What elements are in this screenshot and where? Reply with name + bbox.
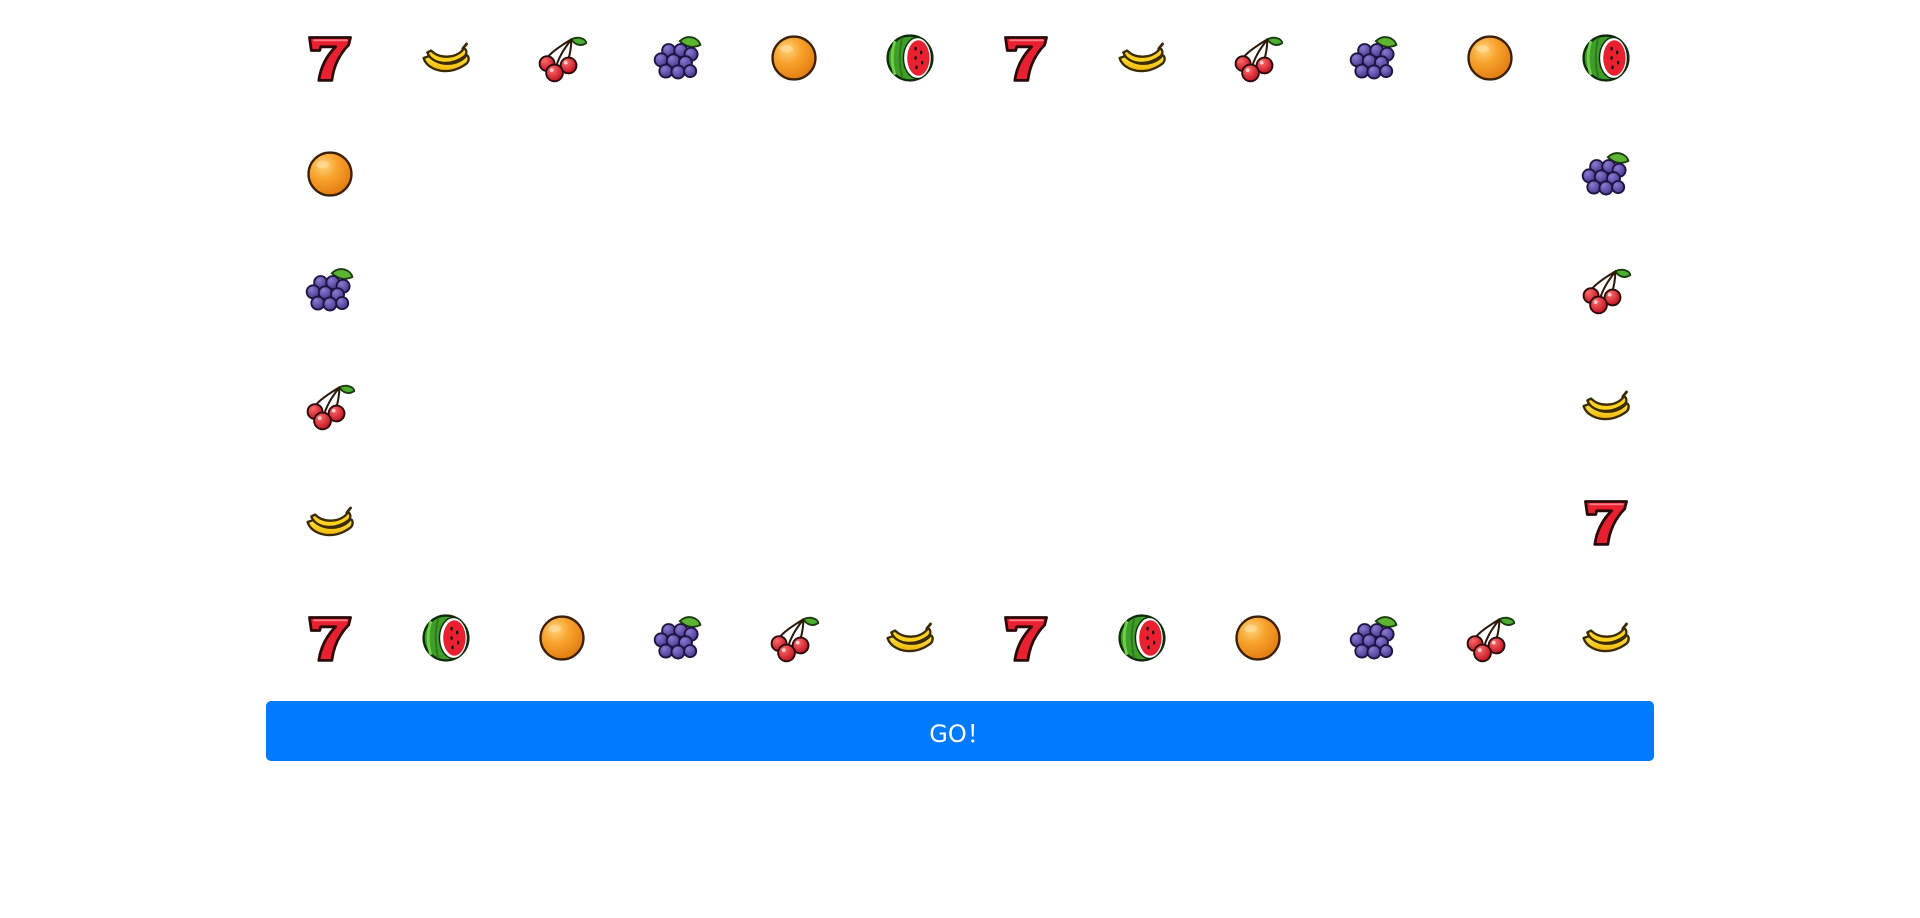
cherry-icon (538, 36, 588, 83)
grape-icon (653, 616, 702, 660)
cherry-icon (1234, 36, 1284, 83)
seven-icon (272, 580, 388, 696)
cherry-icon (1432, 580, 1548, 696)
watermelon-icon (1084, 580, 1200, 696)
cherry-icon (504, 0, 620, 116)
cherry-icon (1548, 232, 1664, 348)
grape-icon (1581, 152, 1630, 196)
banana-icon (388, 0, 504, 116)
seven-icon (308, 616, 352, 662)
orange-icon (1200, 580, 1316, 696)
watermelon-icon (852, 0, 968, 116)
cherry-icon (306, 384, 356, 431)
grape-icon (1548, 116, 1664, 232)
banana-icon (852, 580, 968, 696)
cherry-icon (1582, 268, 1632, 315)
seven-icon (308, 36, 352, 82)
cherry-icon (272, 348, 388, 464)
banana-icon (422, 42, 470, 73)
fruit-ring-board (272, 0, 1658, 696)
banana-icon (306, 506, 354, 537)
banana-icon (272, 464, 388, 580)
grape-icon (1349, 36, 1398, 80)
seven-icon (272, 0, 388, 116)
watermelon-icon (1118, 614, 1166, 662)
orange-icon (504, 580, 620, 696)
banana-icon (1582, 622, 1630, 653)
orange-icon (771, 35, 817, 81)
orange-icon (1235, 615, 1281, 661)
grape-icon (305, 268, 354, 312)
banana-icon (886, 622, 934, 653)
cherry-icon (1466, 616, 1516, 663)
orange-icon (272, 116, 388, 232)
grape-icon (620, 0, 736, 116)
cherry-icon (1200, 0, 1316, 116)
watermelon-icon (388, 580, 504, 696)
go-button[interactable]: GO！ (266, 701, 1654, 761)
watermelon-icon (886, 34, 934, 82)
grape-icon (1316, 0, 1432, 116)
banana-icon (1582, 390, 1630, 421)
watermelon-icon (1582, 34, 1630, 82)
seven-icon (1004, 36, 1048, 82)
orange-icon (307, 151, 353, 197)
grape-icon (1349, 616, 1398, 660)
cherry-icon (770, 616, 820, 663)
banana-icon (1548, 348, 1664, 464)
orange-icon (1432, 0, 1548, 116)
orange-icon (539, 615, 585, 661)
grape-icon (653, 36, 702, 80)
banana-icon (1084, 0, 1200, 116)
orange-icon (736, 0, 852, 116)
seven-icon (968, 0, 1084, 116)
grape-icon (272, 232, 388, 348)
seven-icon (1584, 500, 1628, 546)
banana-icon (1118, 42, 1166, 73)
banana-icon (1548, 580, 1664, 696)
seven-icon (968, 580, 1084, 696)
grape-icon (620, 580, 736, 696)
watermelon-icon (422, 614, 470, 662)
seven-icon (1004, 616, 1048, 662)
watermelon-icon (1548, 0, 1664, 116)
grape-icon (1316, 580, 1432, 696)
seven-icon (1548, 464, 1664, 580)
orange-icon (1467, 35, 1513, 81)
cherry-icon (736, 580, 852, 696)
